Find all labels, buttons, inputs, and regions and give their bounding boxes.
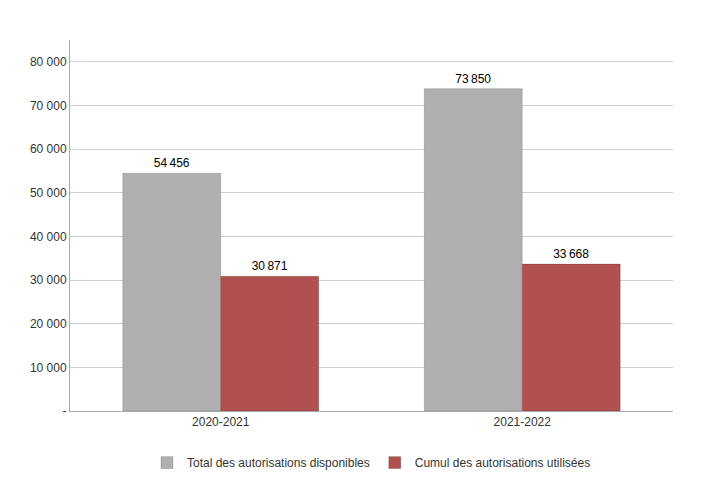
svg-text:-: - — [63, 404, 67, 418]
svg-text:20 000: 20 000 — [30, 317, 67, 331]
svg-text:60 000: 60 000 — [30, 142, 67, 156]
svg-text:50 000: 50 000 — [30, 186, 67, 200]
svg-text:70 000: 70 000 — [30, 99, 67, 113]
svg-text:80 000: 80 000 — [30, 55, 67, 69]
svg-text:30 000: 30 000 — [30, 273, 67, 287]
svg-text:Total des autorisations dispon: Total des autorisations disponibles — [187, 456, 370, 470]
svg-text:73 850: 73 850 — [455, 72, 491, 86]
svg-text:40 000: 40 000 — [30, 230, 67, 244]
svg-text:2020-2021: 2020-2021 — [192, 415, 250, 429]
svg-text:Cumul des autorisations utilis: Cumul des autorisations utilisées — [415, 456, 590, 470]
svg-text:10 000: 10 000 — [30, 361, 67, 375]
svg-text:30 871: 30 871 — [252, 259, 288, 273]
svg-text:33 668: 33 668 — [553, 247, 589, 261]
svg-text:54 456: 54 456 — [154, 156, 190, 170]
svg-text:2021-2022: 2021-2022 — [494, 415, 552, 429]
